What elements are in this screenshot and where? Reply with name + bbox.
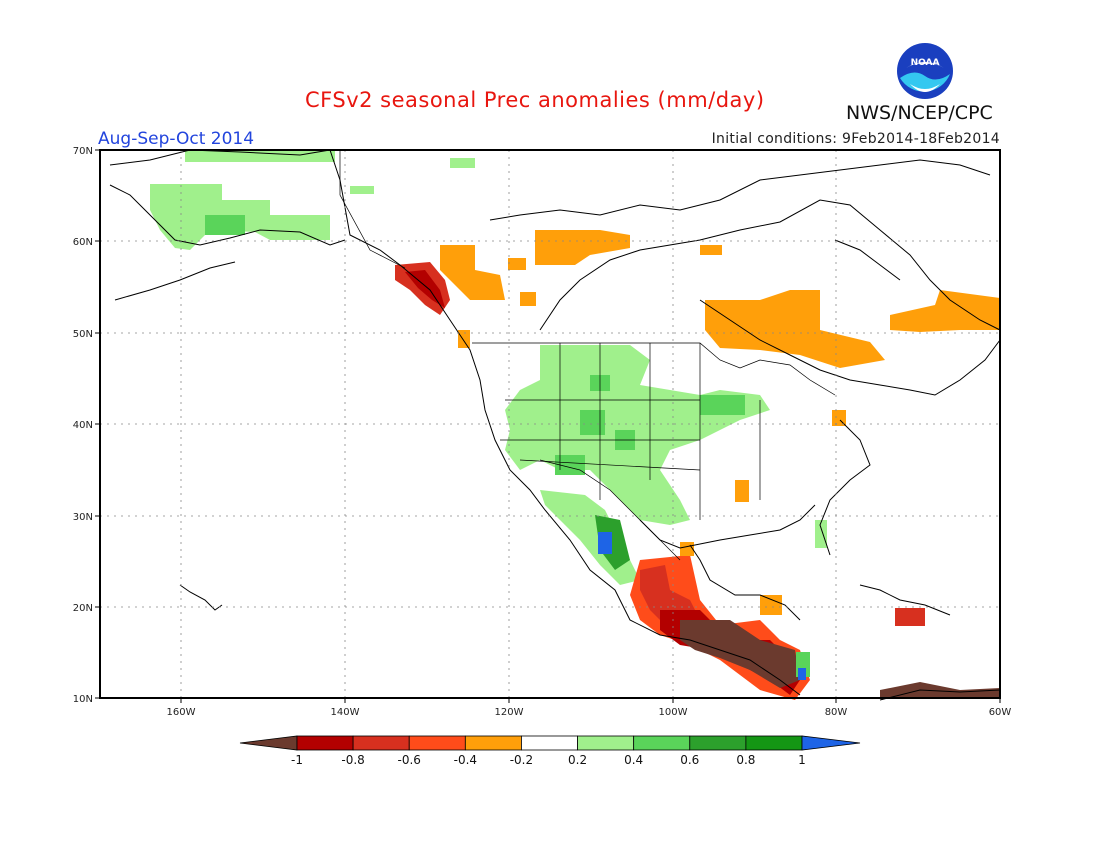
colorbar-arrow-high bbox=[801, 735, 861, 751]
colorbar-label: 0.6 bbox=[680, 753, 699, 767]
colorbar-box bbox=[689, 735, 747, 751]
lat-label: 70N bbox=[73, 146, 93, 157]
lon-label: 140W bbox=[331, 707, 360, 718]
organization-label: NWS/NCEP/CPC bbox=[846, 102, 993, 124]
tick-marks bbox=[95, 149, 1001, 703]
colorbar-label: 1 bbox=[798, 753, 806, 767]
colorbar-label: 0.2 bbox=[568, 753, 587, 767]
colorbar-label: -0.2 bbox=[510, 753, 533, 767]
lon-label: 120W bbox=[495, 707, 524, 718]
page-title: CFSv2 seasonal Prec anomalies (mm/day) bbox=[305, 88, 765, 112]
anomaly-field bbox=[150, 150, 1000, 700]
colorbar-box bbox=[352, 735, 410, 751]
lon-label: 80W bbox=[825, 707, 848, 718]
colorbar-arrow-low bbox=[239, 735, 298, 751]
lon-label: 60W bbox=[989, 707, 1012, 718]
colorbar-box bbox=[408, 735, 466, 751]
lat-label: 40N bbox=[73, 420, 93, 431]
colorbar-label: -0.8 bbox=[341, 753, 364, 767]
colorbar: -1 -0.8 -0.6 -0.4 -0.2 0.2 0.4 0.6 0.8 1 bbox=[239, 735, 861, 767]
colorbar-box bbox=[577, 735, 635, 751]
colorbar-label: -0.6 bbox=[398, 753, 421, 767]
logo-text: NOAA bbox=[911, 58, 940, 68]
colorbar-label: 0.8 bbox=[736, 753, 755, 767]
lat-label: 60N bbox=[73, 237, 93, 248]
noaa-logo-icon: NOAA bbox=[897, 43, 953, 99]
coastlines bbox=[109, 149, 1001, 701]
colorbar-box bbox=[745, 735, 803, 751]
season-label: Aug-Sep-Oct 2014 bbox=[98, 129, 255, 149]
lat-label: 50N bbox=[73, 329, 93, 340]
colorbar-box bbox=[296, 735, 354, 751]
colorbar-label: 0.4 bbox=[624, 753, 643, 767]
colorbar-box bbox=[464, 735, 522, 751]
lat-labels: 70N 60N 50N 40N 30N 20N 10N bbox=[73, 146, 93, 705]
colorbar-label: -1 bbox=[291, 753, 303, 767]
lat-label: 20N bbox=[73, 603, 93, 614]
lon-label: 100W bbox=[659, 707, 688, 718]
initial-conditions-label: Initial conditions: 9Feb2014-18Feb2014 bbox=[711, 131, 1000, 147]
boundaries bbox=[339, 150, 836, 561]
lon-label: 160W bbox=[167, 707, 196, 718]
graticule bbox=[100, 150, 1000, 698]
colorbar-label: -0.4 bbox=[454, 753, 477, 767]
colorbar-box bbox=[521, 735, 578, 751]
lon-labels: 160W 140W 120W 100W 80W 60W bbox=[167, 707, 1012, 718]
lat-label: 30N bbox=[73, 512, 93, 523]
lat-label: 10N bbox=[73, 694, 93, 705]
colorbar-box bbox=[633, 735, 691, 751]
